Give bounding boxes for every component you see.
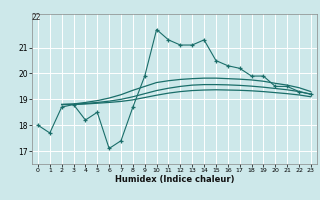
X-axis label: Humidex (Indice chaleur): Humidex (Indice chaleur) [115,175,234,184]
Text: 22: 22 [32,13,42,22]
